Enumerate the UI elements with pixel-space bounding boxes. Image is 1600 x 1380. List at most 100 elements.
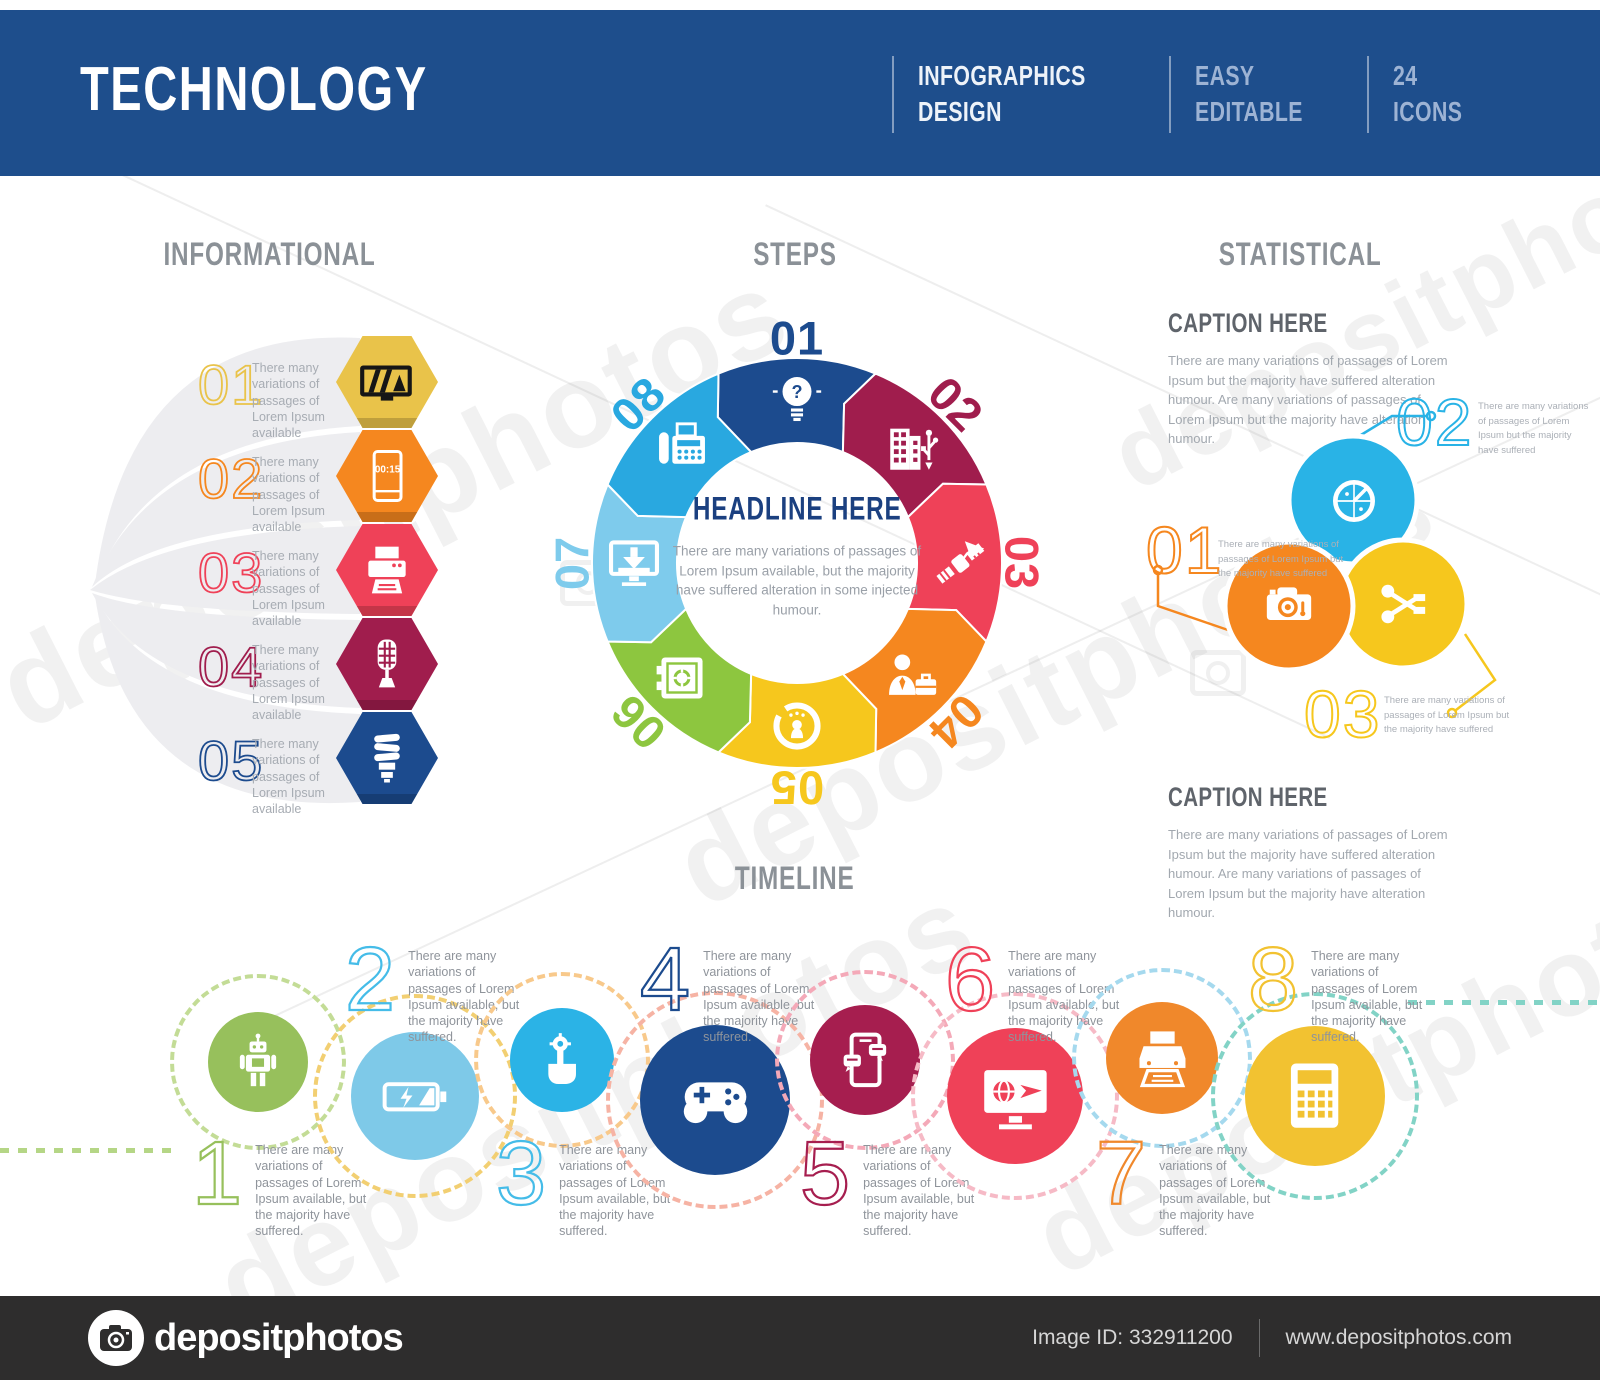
statistical-caption-top: CAPTION HERE There are many variations o… (1168, 308, 1448, 449)
battery-charging-circle (351, 1032, 479, 1160)
step-number: 01 (769, 311, 825, 365)
step-number: 03 (995, 535, 1049, 591)
informational-number: 03 (197, 540, 265, 605)
printer-circle (1106, 1002, 1218, 1114)
innovation-icon (768, 697, 826, 755)
step-number: 07 (545, 535, 599, 591)
caption-heading: CAPTION HERE (1168, 308, 1328, 338)
statistical-label-text: There are many variations of passages of… (1478, 401, 1589, 457)
statistical-caption-bottom: CAPTION HERE There are many variations o… (1168, 782, 1448, 923)
smartphone-chat-circle (810, 1005, 920, 1115)
timeline-number: 4 (639, 930, 691, 1030)
badge-easy-editable: EASY EDITABLE (1168, 56, 1367, 133)
caption-body: There are many variations of passages of… (1168, 353, 1448, 446)
informational-number: 05 (197, 728, 265, 793)
informational-text: There many variations of passages of Lor… (252, 643, 325, 722)
timeline-text: There are many variations of passages of… (408, 949, 520, 1045)
statistical-label-text: There are many variations of passages of… (1384, 695, 1510, 736)
printer-icon (368, 546, 406, 594)
header-bar: TECHNOLOGY INFOGRAPHICS DESIGN EASY EDITAB… (0, 10, 1600, 176)
fax-icon (653, 419, 711, 477)
timeline-number: 2 (344, 930, 396, 1030)
timeline-number: 6 (944, 930, 996, 1030)
usb-share-icon (1375, 576, 1431, 632)
timeline-number: 5 (799, 1124, 851, 1224)
microphone-icon (377, 639, 397, 688)
idea-bulb-icon: ? (768, 371, 826, 429)
timeline-text: There are many variations of passages of… (1311, 949, 1423, 1045)
timeline-number: 3 (495, 1124, 547, 1224)
monitor-download-icon (605, 534, 663, 592)
timeline-number: 7 (1095, 1124, 1147, 1224)
monitor-travel-icon (983, 1069, 1047, 1129)
statistical-number: 03 (1303, 676, 1382, 752)
svg-text:00:15: 00:15 (375, 465, 401, 476)
radar-icon (1326, 473, 1382, 529)
timeline-dotted-line-right (1408, 1000, 1600, 1005)
informational-swoosh-bands (90, 337, 360, 804)
informational-text: There many variations of passages of Lor… (252, 455, 325, 534)
timeline-ring (1211, 992, 1419, 1200)
robot-icon (239, 1033, 277, 1087)
safe-box-icon (653, 649, 711, 707)
footer-divider (1258, 1319, 1260, 1357)
statistical-section-title: STATISTICAL (1218, 236, 1382, 272)
timeline-caption: 1 There are many variations of passages … (191, 1124, 371, 1240)
printer-icon (1138, 1030, 1185, 1087)
steps-center-text: HEADLINE HERE There are many variations … (647, 490, 947, 619)
informational-number: 04 (197, 634, 265, 699)
timeline-section-title: TIMELINE (735, 860, 855, 896)
statistical-number: 01 (1145, 512, 1224, 588)
footer-meta: Image ID: 332911200 www.depositphotos.co… (1032, 1319, 1512, 1357)
informational-text: There many variations of passages of Lor… (252, 549, 325, 628)
informational-number: 02 (197, 446, 265, 511)
building-usb-icon (883, 419, 941, 477)
badge-infographics-design: INFOGRAPHICS DESIGN (892, 56, 1169, 133)
timeline-number: 8 (1247, 930, 1299, 1030)
step-number: 05 (769, 761, 825, 815)
informational-section-title: INFORMATIONAL (163, 236, 377, 272)
timeline-dotted-line-left (0, 1148, 175, 1153)
image-id: Image ID: 332911200 (1032, 1326, 1233, 1349)
timeline-caption: 8 There are many variations of passages … (1247, 930, 1427, 1046)
page-title: TECHNOLOGY (80, 55, 428, 124)
battery-meter-icon (360, 365, 412, 401)
robot-circle (208, 1012, 308, 1112)
cfl-bulb-icon (374, 733, 400, 783)
depositphotos-logo-icon (88, 1310, 144, 1366)
photo-camera-icon (1261, 578, 1317, 634)
timeline-text: There are many variations of passages of… (255, 1143, 367, 1239)
informational-number: 01 (197, 352, 265, 417)
touch-gear-circle (510, 1008, 614, 1112)
timeline-caption: 3 There are many variations of passages … (495, 1124, 675, 1240)
timeline-caption: 4 There are many variations of passages … (639, 930, 819, 1046)
timeline-caption: 2 There are many variations of passages … (344, 930, 524, 1046)
svg-text:?: ? (791, 382, 802, 402)
statistical-label-text: There are many variations of passages of… (1218, 539, 1344, 580)
caption-heading: CAPTION HERE (1168, 782, 1328, 812)
steps-wheel: 01 02 03 04 05 06 07 08 ? (546, 312, 1049, 815)
calculator-icon (1291, 1063, 1339, 1129)
gamepad-icon (683, 1081, 747, 1123)
calculator-circle (1245, 1026, 1385, 1166)
businessman-icon (883, 649, 941, 707)
timeline-number: 1 (191, 1124, 243, 1224)
statistical-number: 02 (1395, 384, 1474, 460)
monitor-travel-circle (947, 1028, 1083, 1164)
footer-bar: depositphotos Image ID: 332911200 www.de… (0, 1296, 1600, 1380)
touch-gear-icon (548, 1032, 576, 1084)
mobile-timer-icon: 00:15 (372, 449, 403, 503)
badge-24-icons: 24 ICONS (1366, 56, 1514, 133)
caption-body: There are many variations of passages of… (1168, 827, 1448, 920)
gamepad-circle (640, 1025, 790, 1175)
steps-description: There are many variations of passages of… (672, 543, 922, 618)
header-badges: INFOGRAPHICS DESIGN EASY EDITABLE 24 ICONS (892, 56, 1514, 133)
brand-name: depositphotos (154, 1316, 404, 1359)
steps-section-title: STEPS (753, 236, 837, 272)
informational-text: There many variations of passages of Lor… (252, 737, 325, 816)
timeline-text: There are many variations of passages of… (703, 949, 815, 1045)
site-url[interactable]: www.depositphotos.com (1285, 1326, 1512, 1349)
battery-charging-icon (382, 1082, 447, 1112)
smartphone-chat-icon (843, 1032, 887, 1088)
